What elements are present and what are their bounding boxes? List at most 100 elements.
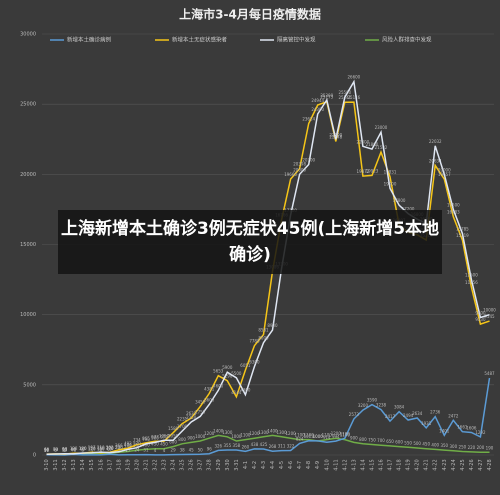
x-tick-label: 3-17 bbox=[107, 459, 113, 470]
x-tick-label: 3-21 bbox=[143, 459, 149, 470]
data-label: 1300 bbox=[276, 430, 287, 435]
data-label: 790 bbox=[142, 437, 150, 442]
x-tick-label: 3-16 bbox=[98, 459, 104, 470]
data-label: 1015 bbox=[304, 434, 315, 439]
y-tick-label: 15000 bbox=[20, 242, 36, 248]
data-label: 210 bbox=[97, 445, 105, 450]
data-label: 20000 bbox=[293, 167, 306, 172]
data-label: 120 bbox=[88, 446, 96, 451]
data-label: 1580 bbox=[168, 426, 179, 431]
data-label: 80 bbox=[71, 447, 77, 452]
data-label: 1000 bbox=[195, 434, 206, 439]
data-label: 700 bbox=[377, 438, 385, 443]
data-label: 1200 bbox=[331, 431, 342, 436]
x-tick-label: 3-26 bbox=[189, 459, 195, 470]
data-label: 100 bbox=[97, 447, 105, 452]
x-tick-label: 3-14 bbox=[80, 459, 86, 470]
x-tick-label: 3-24 bbox=[171, 459, 177, 470]
x-tick-label: 4-11 bbox=[333, 459, 339, 470]
x-tick-label: 3-31 bbox=[234, 459, 240, 470]
data-label: 1006 bbox=[313, 434, 324, 439]
data-label: 450 bbox=[422, 442, 430, 447]
x-tick-label: 4-5 bbox=[279, 461, 285, 469]
data-label: 22000 bbox=[357, 139, 370, 144]
x-tick-label: 4-17 bbox=[388, 459, 394, 470]
data-label: 1700 bbox=[177, 424, 188, 429]
overlay-caption: 上海新增本土确诊3例无症状45例(上海新增5本地确诊) bbox=[58, 210, 442, 274]
x-tick-label: 3-28 bbox=[207, 459, 213, 470]
data-label: 358 bbox=[233, 443, 241, 448]
x-tick-label: 4-20 bbox=[415, 459, 421, 470]
x-tick-label: 4-21 bbox=[424, 459, 430, 470]
data-label: 1100 bbox=[322, 433, 333, 438]
data-label: 5500 bbox=[231, 371, 242, 376]
data-label: 300 bbox=[449, 444, 457, 449]
data-label: 250 bbox=[459, 444, 467, 449]
data-label: 5298 bbox=[222, 374, 233, 379]
data-label: 600 bbox=[169, 440, 177, 445]
x-tick-label: 3-25 bbox=[180, 459, 186, 470]
x-tick-label: 4-8 bbox=[306, 461, 312, 469]
data-label: 21582 bbox=[375, 145, 388, 150]
x-tick-label: 4-24 bbox=[451, 459, 457, 470]
data-label: 80 bbox=[71, 447, 77, 452]
data-label: 150 bbox=[97, 446, 105, 451]
data-label: 734 bbox=[133, 438, 141, 443]
series-line bbox=[46, 377, 491, 456]
data-label: 977 bbox=[151, 434, 159, 439]
x-tick-label: 4-12 bbox=[342, 459, 348, 470]
data-label: 6051 bbox=[240, 363, 251, 368]
data-label: 20398 bbox=[293, 162, 306, 167]
data-label: 322 bbox=[287, 443, 295, 448]
data-label: 190 bbox=[486, 445, 494, 450]
data-label: 260 bbox=[242, 444, 250, 449]
data-label: 19660 bbox=[284, 172, 297, 177]
data-label: 9330 bbox=[475, 317, 486, 322]
data-label: 25500 bbox=[338, 90, 351, 95]
data-label: 650 bbox=[386, 439, 394, 444]
data-label: 23000 bbox=[375, 125, 388, 130]
data-label: 1200 bbox=[249, 431, 260, 436]
x-tick-label: 4-13 bbox=[351, 459, 357, 470]
x-tick-label: 4-4 bbox=[270, 461, 276, 469]
data-label: 9545 bbox=[484, 314, 495, 319]
data-label: 3084 bbox=[394, 405, 405, 410]
data-label: 20634 bbox=[429, 158, 442, 163]
data-label: 2573 bbox=[349, 412, 360, 417]
data-label: 5 bbox=[54, 448, 57, 453]
data-label: 1400 bbox=[213, 428, 224, 433]
data-label: 128 bbox=[70, 446, 78, 451]
x-tick-label: 4-3 bbox=[261, 461, 267, 469]
data-label: 78 bbox=[53, 447, 59, 452]
data-label: 57 bbox=[107, 447, 113, 452]
data-label: 3450 bbox=[195, 400, 206, 405]
data-label: 19831 bbox=[384, 170, 397, 175]
data-label: 400 bbox=[431, 442, 439, 447]
x-tick-label: 4-9 bbox=[315, 461, 321, 469]
data-label: 12500 bbox=[465, 273, 478, 278]
data-label: 24944 bbox=[311, 98, 324, 103]
series-line bbox=[46, 100, 490, 455]
data-label: 4381 bbox=[204, 387, 215, 392]
data-label: 438 bbox=[251, 442, 259, 447]
data-label: 50 bbox=[44, 447, 50, 452]
x-tick-label: 4-6 bbox=[288, 461, 294, 469]
chart-title: 上海市3-4月每日疫情数据 bbox=[179, 7, 321, 22]
y-tick-label: 5000 bbox=[23, 382, 36, 388]
data-label: 20000 bbox=[438, 167, 451, 172]
data-label: 914 bbox=[323, 435, 331, 440]
data-label: 203 bbox=[106, 445, 114, 450]
data-label: 6300 bbox=[249, 360, 260, 365]
data-label: 19000 bbox=[384, 181, 397, 186]
data-label: 1000 bbox=[313, 434, 324, 439]
data-label: 1661 bbox=[457, 425, 468, 430]
x-tick-label: 3-20 bbox=[134, 459, 140, 470]
data-label: 355 bbox=[223, 443, 231, 448]
data-label: 4 bbox=[163, 448, 166, 453]
x-tick-label: 4-28 bbox=[487, 459, 493, 470]
data-label: 366 bbox=[115, 443, 123, 448]
data-label: 64 bbox=[62, 447, 68, 452]
data-label: 326 bbox=[214, 443, 222, 448]
x-tick-label: 3-18 bbox=[116, 459, 122, 470]
